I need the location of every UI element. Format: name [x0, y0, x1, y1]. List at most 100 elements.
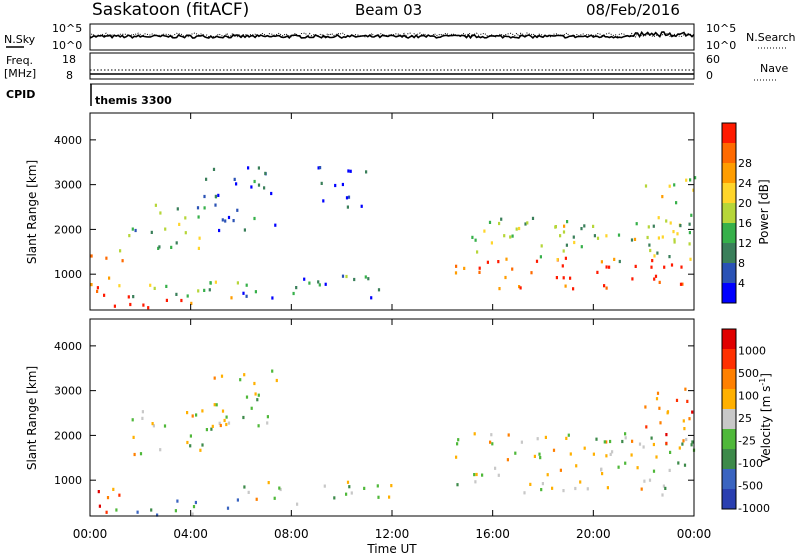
heatmap-cell [197, 289, 200, 293]
heatmap-cell [247, 166, 250, 170]
heatmap-cell [673, 183, 676, 187]
heatmap-cell [535, 259, 539, 263]
cpid-value: themis 3300 [95, 94, 172, 107]
heatmap-cell [194, 500, 197, 505]
heatmap-cell [653, 254, 656, 258]
heatmap-cell [652, 224, 655, 228]
colorbar-tick-label: -100 [738, 457, 763, 470]
heatmap-cell [147, 306, 150, 310]
nsearch-tick-bottom: 10^0 [706, 39, 736, 52]
heatmap-cell [243, 485, 246, 489]
heatmap-cell [642, 445, 645, 449]
nsearch-tick-top: 10^5 [706, 22, 736, 35]
heatmap-cell [539, 456, 542, 460]
heatmap-cell [350, 491, 353, 495]
heatmap-cell [681, 442, 684, 446]
heatmap-cell [152, 424, 155, 428]
heatmap-cell [203, 288, 206, 292]
heatmap-cell [688, 222, 691, 226]
y-tick-label: 3000 [54, 179, 82, 192]
colorbar-tick-label: 12 [738, 237, 752, 250]
heatmap-cell [511, 234, 514, 238]
heatmap-cell [666, 411, 669, 415]
heatmap-cell [198, 236, 201, 240]
heatmap-cell [303, 277, 306, 281]
colorbar-segment [722, 389, 736, 409]
heatmap-cell [186, 440, 189, 445]
heatmap-cell [463, 266, 466, 270]
heatmap-cell [220, 374, 224, 378]
heatmap-cell [529, 482, 532, 486]
heatmap-cell [685, 437, 688, 442]
heatmap-cell [652, 442, 655, 447]
heatmap-cell [518, 226, 521, 231]
heatmap-cell [488, 220, 492, 224]
heatmap-cell [217, 193, 220, 197]
heatmap-cell [296, 502, 299, 506]
colorbar-tick-label: 100 [738, 389, 759, 402]
heatmap-cell [536, 437, 539, 441]
heatmap-cell [681, 282, 684, 286]
heatmap-cell [668, 255, 671, 259]
heatmap-cell [218, 228, 221, 233]
heatmap-cell [97, 490, 100, 494]
heatmap-cell [108, 276, 111, 280]
heatmap-cell [596, 270, 599, 274]
heatmap-cell [673, 240, 676, 244]
colorbar-frame [721, 122, 737, 304]
nave-tick-top: 60 [706, 53, 720, 66]
y-tick-label: 2000 [54, 429, 82, 442]
heatmap-cell [688, 417, 691, 421]
heatmap-cell [691, 410, 694, 414]
heatmap-cell [263, 186, 266, 190]
heatmap-cell [136, 510, 139, 514]
heatmap-cell [497, 473, 500, 477]
heatmap-cell [189, 444, 192, 448]
heatmap-cell [579, 480, 582, 484]
heatmap-cell [106, 496, 110, 500]
heatmap-cell [636, 466, 639, 470]
heatmap-cell [159, 448, 162, 452]
freq-unit: [MHz] [4, 67, 36, 80]
heatmap-cell [574, 486, 577, 491]
heatmap-cell [113, 304, 116, 308]
heatmap-cell [511, 267, 514, 271]
heatmap-cell [605, 265, 608, 269]
heatmap-cell [608, 265, 611, 269]
heatmap-cell [515, 227, 518, 231]
heatmap-cell [686, 399, 689, 403]
heatmap-cell [638, 442, 642, 446]
colorbar-frame [721, 328, 737, 510]
nave-label: Nave [760, 62, 788, 75]
heatmap-cell [163, 424, 167, 428]
heatmap-cell [655, 397, 659, 401]
heatmap-cell [649, 248, 652, 253]
heatmap-cell [690, 213, 693, 217]
heatmap-cell [683, 463, 687, 467]
heatmap-cell [600, 467, 603, 471]
heatmap-cell [334, 183, 337, 188]
heatmap-cell [348, 485, 351, 489]
y-tick-label: 1000 [54, 474, 82, 487]
heatmap-cell [657, 216, 660, 220]
heatmap-cell [633, 237, 637, 241]
heatmap-cell [377, 495, 380, 499]
heatmap-cell [341, 274, 345, 278]
heatmap-cell [128, 234, 131, 238]
heatmap-cell [651, 259, 654, 263]
heatmap-cell [90, 254, 93, 258]
heatmap-cell [630, 238, 634, 242]
cpid-label: CPID [6, 88, 35, 101]
velocity-heatmap [97, 369, 696, 517]
heatmap-cell [322, 199, 325, 203]
heatmap-cell [341, 182, 344, 187]
heatmap-cell [345, 492, 348, 496]
heatmap-cell [267, 481, 270, 485]
heatmap-cell [347, 169, 350, 173]
heatmap-cell [134, 228, 137, 233]
heatmap-cell [473, 432, 476, 436]
heatmap-cell [561, 264, 564, 268]
heatmap-cell [205, 177, 208, 181]
colorbar-tick-label: 28 [738, 157, 752, 170]
heatmap-cell [565, 436, 568, 440]
